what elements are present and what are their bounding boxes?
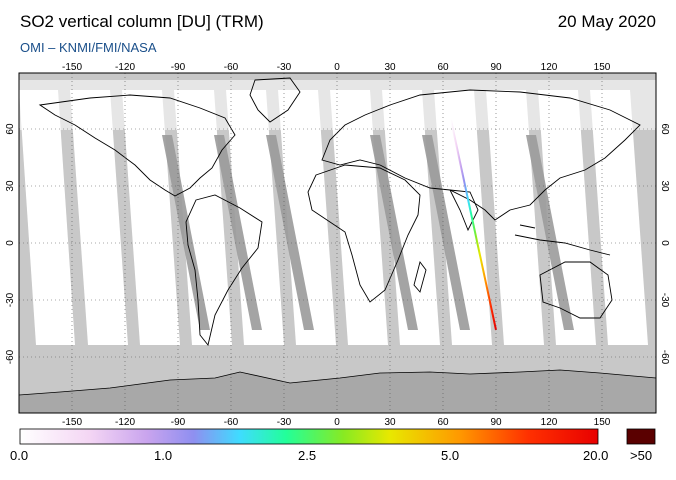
south-america-outline — [185, 194, 263, 347]
colorbar-label: 0.0 — [10, 448, 29, 463]
graticule — [19, 73, 656, 413]
colorbar-label: 1.0 — [154, 448, 173, 463]
lon-label-top: -120 — [115, 62, 135, 73]
lat-tick-labels-right: 60 30 0 -30 -60 — [659, 123, 670, 364]
lon-label-bottom: -120 — [115, 417, 135, 428]
colorbar-label: 2.5 — [298, 448, 317, 463]
lat-tick-labels-left: 60 30 0 -30 -60 — [5, 123, 16, 364]
north-america-outline — [38, 94, 236, 197]
lat-label-left: -30 — [5, 292, 16, 307]
lon-label-bottom: -60 — [224, 417, 239, 428]
lon-tick-labels-top: -150 -120 -90 -60 -30 0 30 60 90 120 150 — [62, 62, 611, 73]
map-title: SO2 vertical column [DU] (TRM) — [20, 12, 264, 31]
colorbar-overflow-swatch — [626, 428, 656, 445]
lon-label-bottom: 0 — [334, 417, 340, 428]
madagascar-outline — [413, 260, 427, 293]
lon-label-top: -150 — [62, 62, 82, 73]
lon-label-bottom: 120 — [541, 417, 558, 428]
australia-outline — [539, 261, 613, 319]
lon-label-top: -60 — [224, 62, 239, 73]
map-date: 20 May 2020 — [557, 12, 656, 31]
lon-label-top: 150 — [594, 62, 611, 73]
lat-label-right: 0 — [659, 240, 670, 246]
lat-label-right: 60 — [659, 123, 670, 135]
continent-outlines — [38, 77, 641, 347]
lon-label-top: 90 — [490, 62, 502, 73]
so2-measurement-track — [450, 119, 497, 331]
lon-label-bottom: -90 — [171, 417, 186, 428]
colorbar-label: 20.0 — [583, 448, 609, 463]
lon-label-bottom: -30 — [277, 417, 292, 428]
lon-label-bottom: 60 — [437, 417, 449, 428]
lon-label-bottom: -150 — [62, 417, 82, 428]
eurasia-outline — [321, 89, 641, 221]
lon-label-bottom: 90 — [490, 417, 502, 428]
indonesia-outline — [514, 224, 611, 256]
lat-label-left: 0 — [5, 240, 16, 246]
greenland-outline — [249, 77, 301, 123]
colorbar-overflow-label: >50 — [630, 448, 653, 463]
lat-label-left: -60 — [5, 349, 16, 364]
colorbar-label: 5.0 — [441, 448, 460, 463]
lat-label-left: 60 — [5, 123, 16, 135]
map-subtitle: OMI – KNMI/FMI/NASA — [20, 40, 157, 55]
africa-outline — [307, 164, 421, 303]
orbit-gap-stripes — [162, 135, 574, 330]
lon-label-top: -90 — [171, 62, 186, 73]
orbit-swaths — [19, 80, 656, 345]
colorbar-gradient — [19, 428, 599, 445]
lon-label-top: -30 — [277, 62, 292, 73]
lon-label-top: 30 — [384, 62, 396, 73]
lat-label-right: 30 — [659, 180, 670, 192]
lon-label-top: 0 — [334, 62, 340, 73]
map-frame — [18, 72, 657, 414]
lon-label-bottom: 30 — [384, 417, 396, 428]
lon-label-bottom: 150 — [594, 417, 611, 428]
lon-tick-labels-bottom: -150 -120 -90 -60 -30 0 30 60 90 120 150 — [62, 417, 611, 428]
lat-label-right: -30 — [659, 293, 670, 308]
lat-label-left: 30 — [5, 180, 16, 192]
lon-label-top: 120 — [541, 62, 558, 73]
lat-label-right: -60 — [659, 350, 670, 365]
antarctica — [19, 369, 656, 413]
lon-label-top: 60 — [437, 62, 449, 73]
